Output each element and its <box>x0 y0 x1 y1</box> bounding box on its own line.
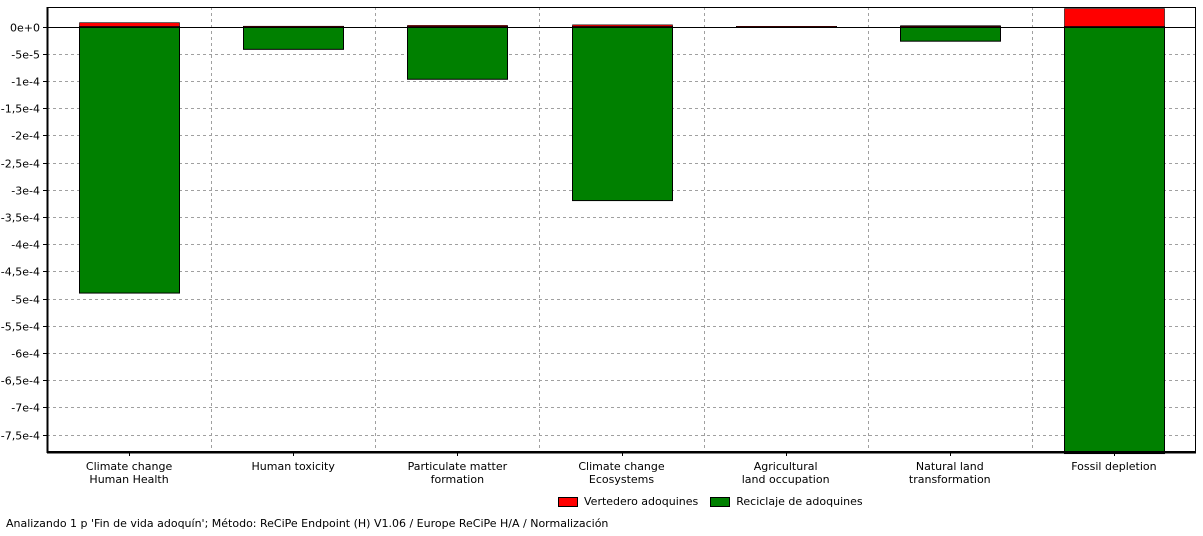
x-tick-label: Natural land transformation <box>909 460 991 486</box>
y-tick-label: -5e-4 <box>11 294 40 307</box>
y-tick-label: -1,5e-4 <box>1 103 40 116</box>
y-tick-label: -1e-4 <box>11 76 40 89</box>
y-tick-label: -2,5e-4 <box>1 158 40 171</box>
bar-reciclaje <box>79 26 180 294</box>
x-tick-label: Climate change Ecosystems <box>578 460 665 486</box>
y-tick-label: -5e-5 <box>11 49 40 62</box>
bar-vertedero <box>243 25 344 28</box>
legend-swatch-reciclaje <box>710 496 731 507</box>
bar-vertedero <box>407 25 508 27</box>
y-tick-label: -7e-4 <box>11 402 40 415</box>
bar-reciclaje <box>900 26 1001 42</box>
y-tick-label: -7,5e-4 <box>1 430 40 443</box>
y-tick-label: -6,5e-4 <box>1 375 40 388</box>
legend-item-reciclaje: Reciclaje de adoquines <box>710 495 863 508</box>
y-tick-label: 0e+0 <box>10 22 40 35</box>
y-tick-label: -4e-4 <box>11 239 40 252</box>
legend: Vertedero adoquines Reciclaje de adoquin… <box>558 495 875 508</box>
bar-reciclaje <box>572 26 673 202</box>
x-tick-label: Particulate matter formation <box>408 460 508 486</box>
bar-vertedero <box>1064 8 1165 27</box>
legend-label-vertedero: Vertedero adoquines <box>584 495 699 508</box>
x-tick-label: Fossil depletion <box>1071 460 1156 473</box>
y-tick-label: -5,5e-4 <box>1 321 40 334</box>
legend-swatch-vertedero <box>558 496 578 507</box>
chart: 0e+0 -5e-5 -1e-4 -1,5e-4 -2e-4 -2,5e-4 -3e-4 -3… <box>1 7 1196 486</box>
y-tick-label: -4,5e-4 <box>1 266 40 279</box>
bar-reciclaje <box>243 26 344 50</box>
x-tick-label: Agricultural land occupation <box>742 460 830 486</box>
legend-item-vertedero: Vertedero adoquines <box>558 495 698 508</box>
bar-reciclaje <box>1064 26 1165 455</box>
legend-label-reciclaje: Reciclaje de adoquines <box>736 495 863 508</box>
bar-vertedero <box>900 25 1001 27</box>
y-tick-label: -3,5e-4 <box>1 212 40 225</box>
x-tick-label: Human toxicity <box>252 460 336 473</box>
status-line: Analizando 1 p 'Fin de vida adoquín'; Mé… <box>6 517 609 530</box>
bar-reciclaje <box>407 26 508 80</box>
y-tick-label: -6e-4 <box>11 348 40 361</box>
bar-vertedero <box>79 22 180 27</box>
bar-vertedero <box>572 24 673 27</box>
y-tick-label: -2e-4 <box>11 130 40 143</box>
x-tick-label: Climate change Human Health <box>86 460 173 486</box>
y-tick-label: -3e-4 <box>11 185 40 198</box>
